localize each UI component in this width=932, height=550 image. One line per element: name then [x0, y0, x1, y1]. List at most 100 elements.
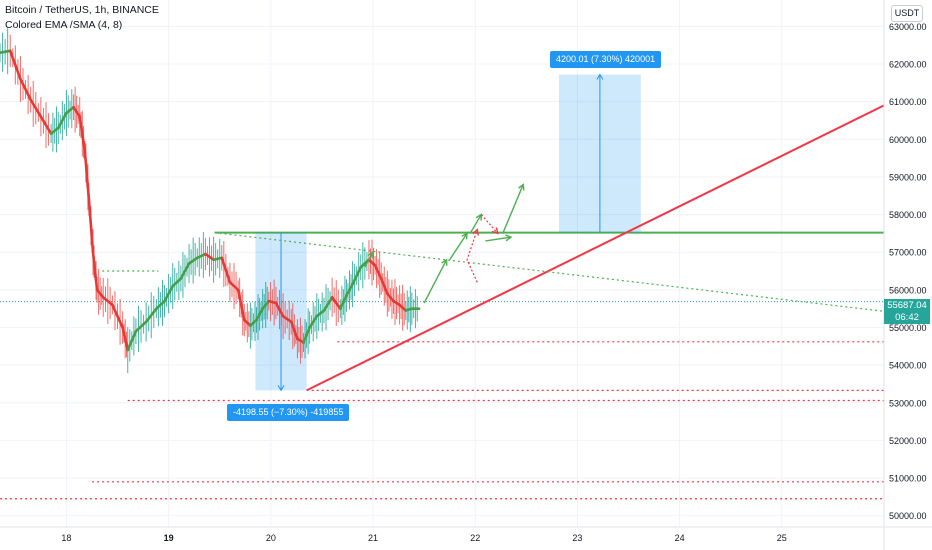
- trendlines: [214, 104, 885, 392]
- ema-segment: [155, 299, 166, 310]
- ema-segment: [308, 314, 319, 329]
- ema-segment: [289, 320, 299, 341]
- horizontal-levels: [0, 231, 884, 500]
- ema-segment: [379, 277, 389, 295]
- ema-segment: [255, 307, 264, 322]
- ema-segment: [242, 318, 252, 327]
- measure-label-down: -4198.55 (−7.30%) -419855: [227, 404, 350, 421]
- projection-arrow: [449, 233, 468, 261]
- x-tick-label: 20: [266, 533, 276, 543]
- y-tick-label: 59000.00: [889, 172, 927, 182]
- trendline: [214, 232, 885, 312]
- current-price-value: 55687.04: [887, 300, 927, 311]
- ema-segment: [398, 303, 408, 312]
- x-tick-label: 24: [675, 533, 685, 543]
- projection-arrow-head: [441, 258, 448, 266]
- ema-segment: [236, 288, 246, 322]
- y-tick-label: 50000.00: [889, 511, 927, 521]
- measure-arrow-head: [277, 385, 285, 392]
- ema-segment: [204, 252, 215, 262]
- projection-arrow-head: [505, 234, 513, 242]
- x-tick-label: 25: [777, 533, 787, 543]
- ema-segment: [351, 265, 363, 286]
- indicator-title: Colored EMA /SMA (4, 8): [5, 19, 123, 31]
- ema-segment: [134, 320, 148, 333]
- ema-segment: [29, 98, 43, 118]
- projection-arrow: [364, 251, 374, 268]
- ema-segment: [261, 299, 271, 310]
- y-tick-label: 54000.00: [889, 361, 927, 371]
- y-tick-label: 62000.00: [889, 59, 927, 69]
- ema-segment: [72, 105, 82, 118]
- ema-segment: [322, 296, 334, 312]
- x-tick-label: 19: [164, 533, 174, 543]
- ema-segment: [274, 301, 285, 318]
- ema-segment: [281, 314, 293, 324]
- projection-arrow-head: [367, 250, 374, 259]
- x-tick-label: 21: [368, 533, 378, 543]
- projection-arrow: [480, 214, 499, 234]
- projection-arrow: [466, 229, 478, 283]
- projection-arrow: [502, 184, 524, 234]
- ema-segment: [78, 115, 87, 152]
- ema-segment: [195, 252, 207, 260]
- ema-segment: [330, 296, 342, 310]
- y-tick-label: 57000.00: [889, 248, 927, 258]
- y-tick-label: 52000.00: [889, 436, 927, 446]
- ema-segment: [220, 256, 232, 284]
- ema-segment: [65, 105, 75, 115]
- ema-segment: [95, 288, 105, 299]
- projection-arrows: [364, 183, 525, 304]
- ema-segment: [87, 198, 95, 254]
- ema-segment: [8, 49, 22, 81]
- measure-label-up: 4200.01 (7.30%) 420001: [550, 51, 662, 68]
- x-tick-label: 18: [61, 533, 71, 543]
- projection-arrow-head: [461, 232, 468, 240]
- ema-segment: [302, 326, 311, 344]
- bar-countdown: 06:42: [895, 312, 919, 323]
- ema-segment: [91, 250, 99, 292]
- symbol-title: Bitcoin / TetherUS, 1h, BINANCE: [5, 4, 159, 16]
- ema-segment: [171, 277, 183, 288]
- projection-arrow-head: [491, 227, 499, 235]
- ema-segment: [386, 292, 395, 303]
- ema-segment: [126, 329, 138, 352]
- ema-segment: [49, 126, 60, 135]
- trendline: [306, 104, 885, 392]
- ema-segment: [39, 115, 53, 135]
- ema-segment: [56, 111, 68, 130]
- currency-button[interactable]: USDT: [891, 5, 923, 22]
- x-tick-label: 23: [572, 533, 582, 543]
- ema-segment: [339, 294, 348, 310]
- y-tick-label: 63000.00: [889, 22, 927, 32]
- ema-segment: [249, 318, 258, 327]
- candles: [0, 28, 418, 374]
- time-axis[interactable]: 18 19 20 21 22 23 24 25: [61, 533, 786, 543]
- y-tick-label: 53000.00: [889, 398, 927, 408]
- ema-segment: [315, 309, 326, 318]
- x-tick-label: 22: [470, 533, 480, 543]
- ema-segment: [212, 256, 224, 262]
- ema-segment: [0, 49, 12, 55]
- y-tick-label: 56000.00: [889, 285, 927, 295]
- projection-arrow-head: [518, 183, 525, 191]
- measure-arrow-head: [596, 73, 604, 80]
- price-axis[interactable]: 63000.00 62000.00 61000.00 60000.00 59000.00…: [889, 22, 927, 521]
- ema-segment: [144, 307, 158, 324]
- ema-segment: [121, 326, 130, 352]
- projection-arrow: [485, 236, 512, 242]
- projection-arrow: [423, 259, 448, 304]
- ema-segment: [163, 284, 175, 303]
- ema-segment: [111, 303, 124, 329]
- ema-segment: [373, 264, 383, 280]
- ema-segment: [19, 77, 32, 102]
- ema-segment: [187, 256, 199, 265]
- y-tick-label: 60000.00: [889, 135, 927, 145]
- y-tick-label: 61000.00: [889, 97, 927, 107]
- current-price-tag: 55687.04 06:42: [884, 299, 930, 324]
- ema-segment: [101, 296, 114, 307]
- ema-segment: [179, 262, 191, 280]
- ema-series: [0, 49, 421, 352]
- y-tick-label: 55000.00: [889, 323, 927, 333]
